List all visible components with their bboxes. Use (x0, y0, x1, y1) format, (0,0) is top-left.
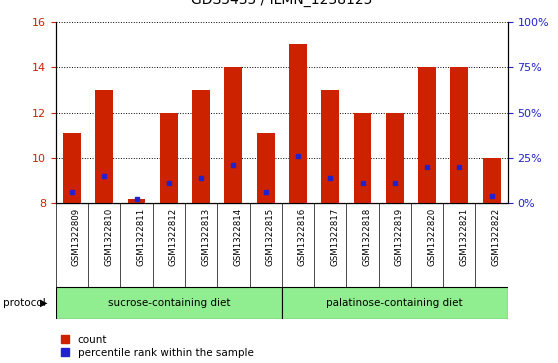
Text: GSM1322816: GSM1322816 (298, 207, 307, 266)
Bar (418, 67, 436, 203)
Text: GSM1322820: GSM1322820 (427, 207, 436, 266)
Bar (63, 133, 81, 203)
Text: GSM1322817: GSM1322817 (330, 207, 339, 266)
Text: GSM1322811: GSM1322811 (137, 207, 146, 266)
Text: GSM1322818: GSM1322818 (363, 207, 372, 266)
Text: GSM1322821: GSM1322821 (459, 207, 468, 266)
Bar (128, 199, 146, 203)
Bar (483, 158, 501, 203)
Text: palatinose-containing diet: palatinose-containing diet (326, 298, 463, 308)
Text: ▶: ▶ (40, 298, 47, 308)
Bar (257, 133, 275, 203)
Text: GDS5435 / ILMN_1238125: GDS5435 / ILMN_1238125 (191, 0, 373, 7)
Text: protocol: protocol (3, 298, 46, 308)
Text: GSM1322813: GSM1322813 (201, 207, 210, 266)
Bar (289, 45, 307, 203)
Bar (192, 90, 210, 203)
Text: GSM1322814: GSM1322814 (233, 207, 242, 266)
Bar (160, 113, 177, 203)
Bar (282, 287, 508, 319)
Text: sucrose-containing diet: sucrose-containing diet (108, 298, 230, 308)
Bar (354, 113, 372, 203)
Legend: count, percentile rank within the sample: count, percentile rank within the sample (61, 335, 253, 358)
Bar (224, 67, 242, 203)
Bar (321, 90, 339, 203)
Text: GSM1322812: GSM1322812 (169, 207, 178, 266)
Text: GSM1322815: GSM1322815 (266, 207, 275, 266)
Bar (95, 90, 113, 203)
Bar (386, 113, 403, 203)
Text: GSM1322810: GSM1322810 (104, 207, 113, 266)
Text: GSM1322822: GSM1322822 (492, 207, 501, 266)
Bar (450, 67, 468, 203)
Text: GSM1322819: GSM1322819 (395, 207, 404, 266)
Text: GSM1322809: GSM1322809 (72, 207, 81, 266)
Bar (56, 287, 282, 319)
